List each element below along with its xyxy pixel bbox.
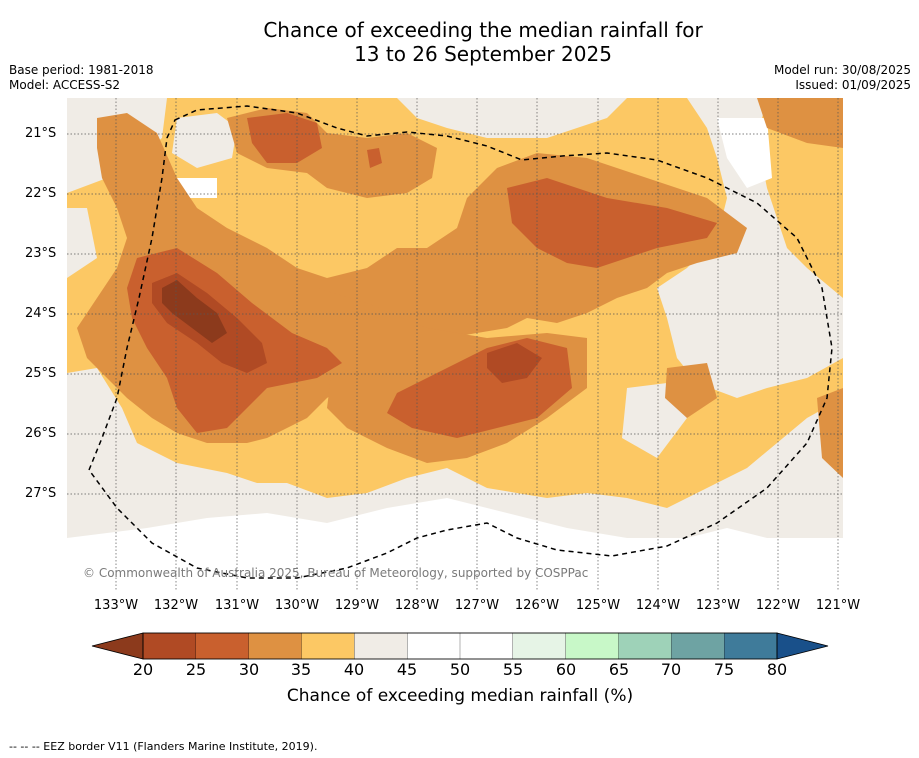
lat-label-22: 22°S (25, 186, 57, 201)
lat-label-21: 21°S (25, 126, 57, 141)
gridlines (67, 98, 843, 590)
title-line-1: Chance of exceeding the median rainfall … (263, 18, 703, 42)
lon-label-128: 128°W (394, 598, 440, 613)
colorbar-tick: 40 (343, 660, 365, 679)
lat-label-26: 26°S (25, 426, 57, 441)
model-name: Model: ACCESS-S2 (9, 78, 121, 92)
colorbar-tick: 20 (132, 660, 154, 679)
colorbar-cell (354, 632, 408, 660)
colorbar-cell (142, 632, 197, 660)
lon-label-126: 126°W (514, 598, 560, 613)
colorbar-cell (724, 632, 778, 660)
map-svg: © Commonwealth of Australia 2025, Bureau… (67, 98, 843, 590)
lon-label-133: 133°W (93, 598, 139, 613)
colorbar (91, 632, 829, 660)
lon-label-129: 129°W (334, 598, 380, 613)
colorbar-tick: 45 (396, 660, 418, 679)
lon-label-122: 122°W (755, 598, 801, 613)
metadata-right: Model run: 30/08/2025 Issued: 01/09/2025 (774, 63, 911, 93)
lon-label-127: 127°W (454, 598, 500, 613)
rainfall-map: © Commonwealth of Australia 2025, Bureau… (67, 98, 843, 590)
colorbar-under-arrow (91, 632, 144, 660)
colorbar-cell (248, 632, 303, 660)
colorbar-frame (142, 632, 778, 660)
colorbar-cell (459, 632, 514, 660)
colorbar-cell (618, 632, 672, 660)
lat-label-24: 24°S (25, 306, 57, 321)
colorbar-cell (565, 632, 620, 660)
region-below-20 (162, 280, 227, 343)
colorbar-cell (301, 632, 355, 660)
colorbar-tick: 75 (713, 660, 735, 679)
lon-label-123: 123°W (695, 598, 741, 613)
colorbar-tick: 35 (290, 660, 312, 679)
eez-border (88, 105, 833, 579)
lon-label-132: 132°W (153, 598, 199, 613)
colorbar-cell (407, 632, 461, 660)
eez-legend-note: -- -- -- EEZ border V11 (Flanders Marine… (9, 740, 318, 753)
colorbar-tick: 55 (502, 660, 524, 679)
lon-label-131: 131°W (214, 598, 260, 613)
colorbar-over-arrow (776, 632, 829, 660)
colorbar-tick: 80 (766, 660, 788, 679)
lon-label-124: 124°W (635, 598, 681, 613)
colorbar-tick: 65 (608, 660, 630, 679)
title-line-2: 13 to 26 September 2025 (354, 42, 612, 66)
colorbar-cell (512, 632, 567, 660)
lon-label-121: 121°W (815, 598, 861, 613)
colorbar-tick: 70 (660, 660, 682, 679)
colorbar-cells (142, 632, 778, 660)
colorbar-cell (671, 632, 725, 660)
lon-label-125: 125°W (575, 598, 621, 613)
colorbar-tick: 25 (185, 660, 207, 679)
colorbar-tick: 30 (238, 660, 260, 679)
colorbar-tick: 60 (555, 660, 577, 679)
copyright-text: © Commonwealth of Australia 2025, Bureau… (83, 566, 588, 580)
colorbar-title: Chance of exceeding median rainfall (%) (286, 686, 634, 706)
lat-label-25: 25°S (25, 366, 57, 381)
map-title: Chance of exceeding the median rainfall … (0, 18, 919, 66)
colorbar-tick: 50 (449, 660, 471, 679)
issued-date: Issued: 01/09/2025 (795, 78, 911, 92)
lat-label-23: 23°S (25, 246, 57, 261)
model-run: Model run: 30/08/2025 (773, 63, 911, 77)
metadata-left: Base period: 1981-2018 Model: ACCESS-S2 (9, 63, 154, 93)
lat-label-27: 27°S (25, 486, 57, 501)
colorbar-cell (195, 632, 250, 660)
lon-label-130: 130°W (274, 598, 320, 613)
base-period: Base period: 1981-2018 (9, 63, 154, 77)
